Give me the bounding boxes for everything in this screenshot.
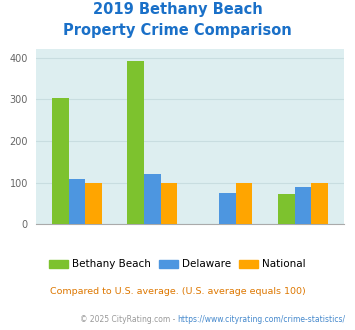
Text: Property Crime Comparison: Property Crime Comparison: [63, 23, 292, 38]
Text: 2019 Bethany Beach: 2019 Bethany Beach: [93, 2, 262, 16]
Bar: [311, 183, 328, 224]
Bar: [278, 194, 295, 224]
Bar: [236, 183, 252, 224]
Bar: [219, 193, 236, 224]
Bar: [144, 175, 160, 224]
Bar: [85, 183, 102, 224]
Bar: [52, 98, 69, 224]
Bar: [160, 183, 177, 224]
Bar: [127, 61, 144, 224]
Text: Compared to U.S. average. (U.S. average equals 100): Compared to U.S. average. (U.S. average …: [50, 287, 305, 296]
Text: https://www.cityrating.com/crime-statistics/: https://www.cityrating.com/crime-statist…: [178, 315, 346, 324]
Legend: Bethany Beach, Delaware, National: Bethany Beach, Delaware, National: [45, 255, 310, 274]
Text: © 2025 CityRating.com -: © 2025 CityRating.com -: [80, 315, 178, 324]
Bar: [295, 187, 311, 224]
Bar: [69, 179, 85, 224]
